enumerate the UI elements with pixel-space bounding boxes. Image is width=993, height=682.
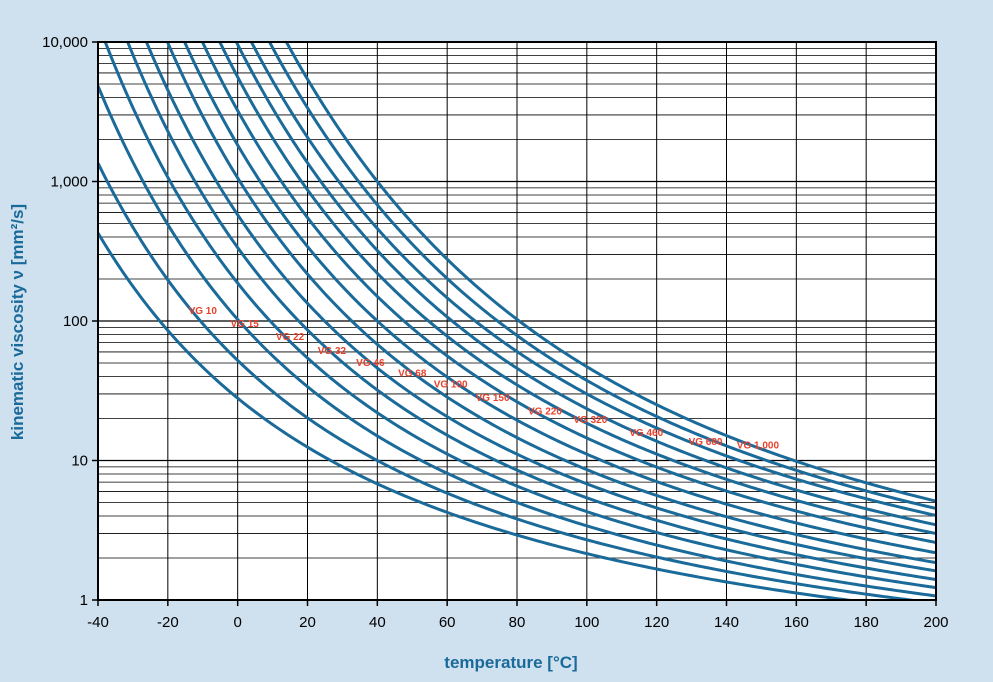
viscosity-curve-base <box>98 232 859 600</box>
x-tick-label: 60 <box>439 614 456 631</box>
x-tick-label: 20 <box>299 614 316 631</box>
x-tick-label: 180 <box>854 614 879 631</box>
curve-label: VG 150 <box>476 393 510 404</box>
grid <box>97 42 937 601</box>
viscosity-curve-vg-150 <box>200 42 936 544</box>
curve-labels: VG 10 VG 15 VG 22 VG 32 VG 46 VG 68 VG 100 VG 1… <box>189 306 780 452</box>
y-tick-label: 10 <box>71 453 88 470</box>
curve-label: VG 22 <box>276 332 305 343</box>
x-axis-title: temperature [°C] <box>444 653 577 672</box>
x-axis-ticks: -40 -20 0 20 40 60 80 100 120 140 160 180 200 <box>87 600 949 631</box>
x-tick-label: 40 <box>369 614 386 631</box>
y-tick-label: 1 <box>80 592 88 609</box>
viscosity-curve-vg-10 <box>98 162 923 600</box>
viscosity-curve-vg-68 <box>165 42 936 565</box>
viscosity-curve-vg-220 <box>218 42 936 536</box>
curve-label: VG 15 <box>230 319 259 330</box>
curve-label: VG 100 <box>434 380 468 391</box>
curve-label: VG 68 <box>398 369 427 380</box>
viscosity-curve-vg-680 <box>267 42 936 510</box>
x-tick-label: -20 <box>157 614 179 631</box>
x-tick-label: 80 <box>509 614 526 631</box>
x-tick-label: 140 <box>714 614 739 631</box>
viscosity-curve-vg-460 <box>249 42 936 517</box>
curve-label: VG 460 <box>629 428 663 439</box>
curve-label: VG 220 <box>528 406 562 417</box>
curve-label: VG 46 <box>356 358 385 369</box>
x-tick-label: 0 <box>233 614 241 631</box>
y-axis-ticks: 1 10 100 1,000 10,000 <box>42 34 98 609</box>
viscosity-curve-vg-15 <box>98 85 936 598</box>
y-tick-label: 1,000 <box>50 174 88 191</box>
x-tick-label: 120 <box>644 614 669 631</box>
viscosity-curve-vg-22 <box>103 42 936 590</box>
viscosity-curves <box>98 42 936 600</box>
curve-label: VG 680 <box>689 437 723 448</box>
curve-label: VG 1,000 <box>737 441 780 452</box>
y-tick-label: 100 <box>63 313 88 330</box>
x-tick-label: -40 <box>87 614 109 631</box>
x-tick-label: 100 <box>574 614 599 631</box>
viscosity-curve-vg-320 <box>234 42 936 527</box>
viscosity-curve-vg-46 <box>144 42 936 573</box>
x-tick-label: 200 <box>923 614 948 631</box>
curve-label: VG 320 <box>573 415 607 426</box>
viscosity-curve-vg-1-000 <box>284 42 936 503</box>
curve-label: VG 32 <box>318 346 347 357</box>
y-tick-label: 10,000 <box>42 34 88 51</box>
curve-label: VG 10 <box>189 306 218 317</box>
x-tick-label: 160 <box>784 614 809 631</box>
y-axis-title: kinematic viscosity ν [mm²/s] <box>8 204 27 440</box>
viscosity-curve-vg-32 <box>126 42 936 582</box>
viscosity-curve-vg-100 <box>182 42 936 555</box>
